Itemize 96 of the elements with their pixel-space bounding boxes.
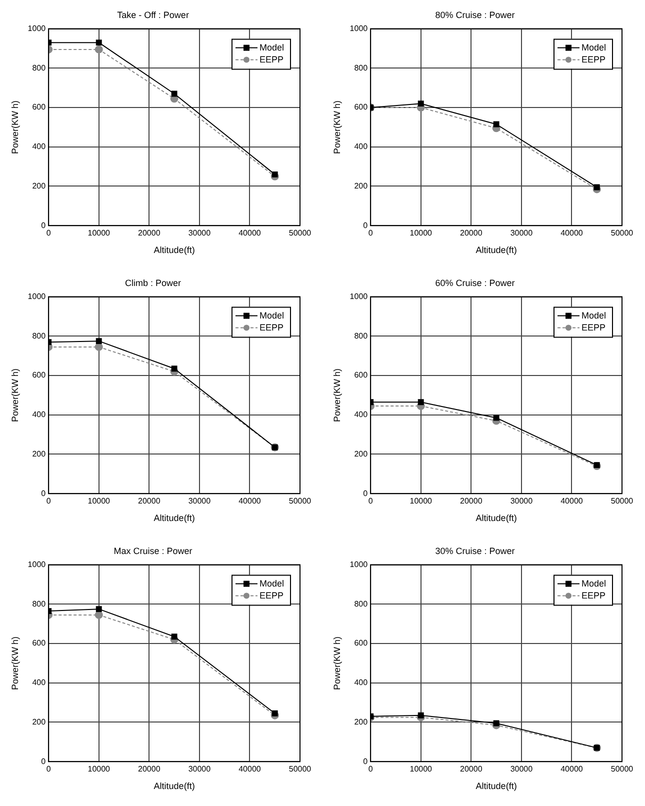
y-tick-label: 400	[32, 410, 46, 420]
y-tick-label: 1000	[350, 560, 368, 570]
y-tick-label: 0	[41, 756, 46, 766]
chart-title: Climb : Power	[124, 278, 182, 288]
legend-label: EEPP	[259, 54, 284, 64]
x-tick-label: 50000	[288, 764, 312, 774]
x-tick-label: 40000	[238, 228, 262, 238]
y-tick-label: 200	[354, 181, 368, 190]
y-tick-label: 0	[41, 220, 46, 230]
x-tick-label: 20000	[460, 496, 483, 506]
x-tick-label: 20000	[138, 496, 161, 506]
y-tick-label: 1000	[350, 292, 368, 302]
x-axis-title: Altitude(ft)	[154, 513, 195, 524]
y-axis-title: Power(KW h)	[10, 636, 20, 690]
x-tick-label: 50000	[288, 228, 312, 238]
x-tick-label: 50000	[610, 496, 634, 506]
y-tick-label: 400	[354, 142, 368, 152]
x-tick-label: 20000	[138, 228, 161, 238]
y-tick-label: 0	[363, 488, 368, 498]
legend-label: Model	[581, 310, 606, 320]
x-tick-label: 40000	[238, 764, 262, 774]
y-axis-title: Power(KW h)	[332, 100, 342, 154]
x-tick-label: 20000	[138, 764, 161, 774]
y-tick-label: 0	[363, 756, 368, 766]
y-tick-label: 1000	[28, 560, 46, 570]
y-tick-label: 400	[32, 142, 46, 152]
legend-label: EEPP	[259, 590, 284, 600]
y-tick-label: 600	[32, 370, 46, 380]
y-tick-label: 400	[354, 410, 368, 420]
legend-label: Model	[259, 310, 284, 320]
chart-title: 60% Cruise : Power	[435, 278, 515, 288]
y-tick-label: 600	[354, 638, 368, 648]
y-tick-label: 200	[354, 717, 368, 726]
y-tick-label: 200	[32, 181, 46, 190]
x-tick-label: 10000	[88, 496, 111, 506]
y-tick-label: 600	[354, 102, 368, 112]
y-tick-label: 1000	[350, 24, 368, 34]
x-axis-title: Altitude(ft)	[476, 245, 517, 256]
y-tick-label: 800	[354, 331, 368, 340]
x-tick-label: 30000	[188, 764, 212, 774]
legend-label: EEPP	[581, 590, 606, 600]
x-tick-label: 40000	[560, 228, 584, 238]
y-tick-label: 1000	[28, 292, 46, 302]
x-tick-label: 40000	[238, 496, 262, 506]
chart-title: 80% Cruise : Power	[435, 10, 515, 20]
y-tick-label: 200	[32, 449, 46, 458]
x-tick-label: 50000	[288, 496, 312, 506]
x-tick-label: 10000	[88, 764, 111, 774]
y-tick-label: 400	[354, 678, 368, 688]
y-tick-label: 0	[41, 488, 46, 498]
x-axis-title: Altitude(ft)	[154, 245, 195, 256]
x-tick-label: 10000	[410, 228, 433, 238]
x-tick-label: 40000	[560, 764, 584, 774]
legend-label: Model	[581, 578, 606, 588]
y-tick-label: 800	[32, 63, 46, 72]
y-tick-label: 0	[363, 220, 368, 230]
y-axis-title: Power(KW h)	[332, 368, 342, 422]
x-tick-label: 20000	[460, 228, 483, 238]
legend-label: Model	[259, 42, 284, 52]
legend-label: Model	[259, 578, 284, 588]
y-axis-title: Power(KW h)	[10, 368, 20, 422]
y-tick-label: 800	[32, 599, 46, 608]
x-tick-label: 30000	[510, 228, 534, 238]
y-tick-label: 800	[354, 599, 368, 608]
x-tick-label: 50000	[610, 228, 634, 238]
x-tick-label: 30000	[188, 228, 212, 238]
x-tick-label: 30000	[510, 764, 534, 774]
y-axis-title: Power(KW h)	[10, 100, 20, 154]
y-tick-label: 200	[354, 449, 368, 458]
x-axis-title: Altitude(ft)	[476, 781, 517, 792]
y-tick-label: 400	[32, 678, 46, 688]
x-tick-label: 10000	[410, 764, 433, 774]
chart-title: Max Cruise : Power	[114, 546, 192, 556]
x-axis-title: Altitude(ft)	[476, 513, 517, 524]
legend-label: Model	[581, 42, 606, 52]
legend-label: EEPP	[581, 322, 606, 332]
x-tick-label: 30000	[188, 496, 212, 506]
chart-title: Take - Off : Power	[117, 10, 189, 20]
y-tick-label: 600	[32, 638, 46, 648]
y-tick-label: 200	[32, 717, 46, 726]
x-tick-label: 10000	[410, 496, 433, 506]
y-tick-label: 600	[354, 370, 368, 380]
x-tick-label: 40000	[560, 496, 584, 506]
x-tick-label: 10000	[88, 228, 111, 238]
legend-label: EEPP	[259, 322, 284, 332]
y-tick-label: 1000	[28, 24, 46, 34]
x-tick-label: 50000	[610, 764, 634, 774]
x-tick-label: 20000	[460, 764, 483, 774]
y-axis-title: Power(KW h)	[332, 636, 342, 690]
y-tick-label: 600	[32, 102, 46, 112]
y-tick-label: 800	[32, 331, 46, 340]
x-axis-title: Altitude(ft)	[154, 781, 195, 792]
chart-title: 30% Cruise : Power	[435, 546, 515, 556]
x-tick-label: 30000	[510, 496, 534, 506]
y-tick-label: 800	[354, 63, 368, 72]
legend-label: EEPP	[581, 54, 606, 64]
